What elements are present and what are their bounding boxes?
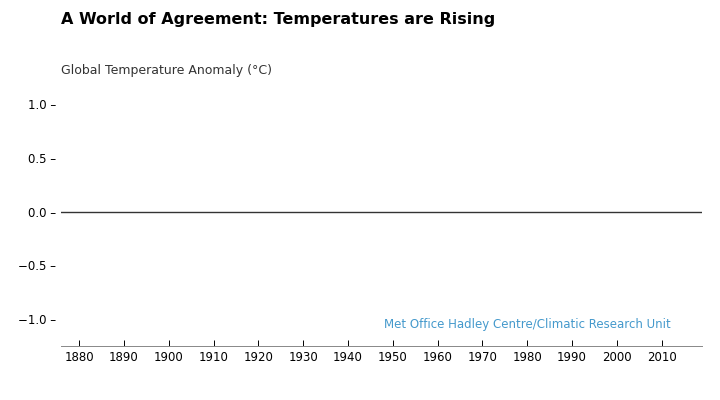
Text: Global Temperature Anomaly (°C): Global Temperature Anomaly (°C) — [61, 64, 272, 77]
Text: A World of Agreement: Temperatures are Rising: A World of Agreement: Temperatures are R… — [61, 12, 495, 27]
Text: Met Office Hadley Centre/Climatic Research Unit: Met Office Hadley Centre/Climatic Resear… — [384, 318, 670, 331]
